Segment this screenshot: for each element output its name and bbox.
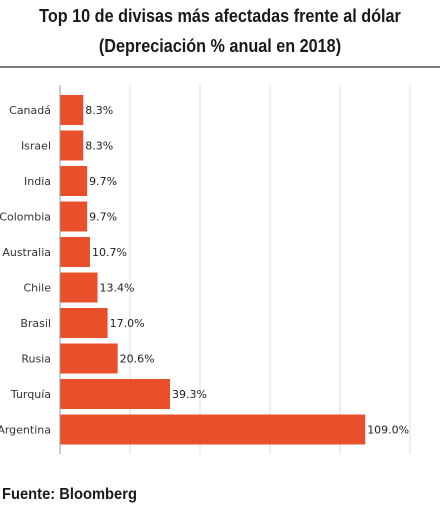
chart-title: Top 10 de divisas más afectadas frente a… xyxy=(39,6,401,26)
value-label: 8.3% xyxy=(85,104,113,117)
value-label: 10.7% xyxy=(92,246,127,259)
category-label: Rusia xyxy=(21,353,51,366)
value-label: 9.7% xyxy=(89,175,117,188)
category-label: India xyxy=(24,175,51,188)
bar xyxy=(60,379,171,409)
bar xyxy=(60,237,90,267)
value-label: 17.0% xyxy=(110,317,145,330)
category-label: Argentina xyxy=(0,424,51,437)
value-label: 8.3% xyxy=(85,140,113,153)
value-label: 20.6% xyxy=(120,353,155,366)
category-label: Chile xyxy=(23,282,51,295)
category-label: Colombia xyxy=(0,211,51,224)
bar xyxy=(60,130,84,161)
category-label: Canadá xyxy=(9,104,51,117)
bar xyxy=(60,95,84,125)
source-note: Fuente: Bloomberg xyxy=(2,486,137,503)
category-label: Turquía xyxy=(10,388,51,401)
bar xyxy=(60,166,88,196)
category-label: Brasil xyxy=(20,317,51,330)
category-label: Israel xyxy=(21,140,51,153)
value-label: 13.4% xyxy=(100,282,135,295)
chart-subtitle: (Depreciación % anual en 2018) xyxy=(98,36,342,56)
value-label: 39.3% xyxy=(172,388,207,401)
title-divider xyxy=(0,66,440,68)
bar xyxy=(60,308,108,338)
bar xyxy=(60,414,366,445)
bar xyxy=(60,272,98,303)
bar xyxy=(60,343,118,374)
bar xyxy=(60,201,88,232)
value-label: 109.0% xyxy=(367,424,409,437)
category-label: Australia xyxy=(2,246,51,259)
value-label: 9.7% xyxy=(89,211,117,224)
